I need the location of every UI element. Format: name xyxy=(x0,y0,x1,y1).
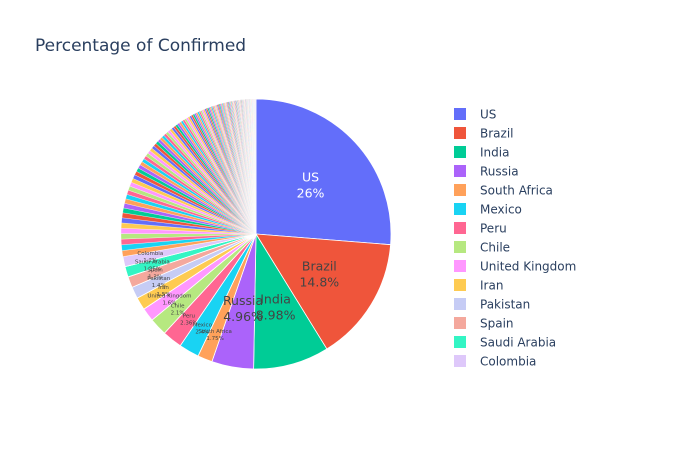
legend-swatch[interactable] xyxy=(454,355,466,367)
pie-slice-brazil[interactable] xyxy=(255,233,392,350)
slice-label-name: Brazil xyxy=(302,259,337,274)
legend-label[interactable]: Mexico xyxy=(480,203,522,217)
legend-swatch[interactable] xyxy=(454,203,466,215)
slice-label-name: Pakistan xyxy=(147,276,171,282)
slice-label-name: Russia xyxy=(223,293,263,308)
slice-label-percent: 8.98% xyxy=(256,308,296,323)
legend-swatch[interactable] xyxy=(454,317,466,329)
legend-label[interactable]: Spain xyxy=(480,317,514,331)
legend-swatch[interactable] xyxy=(454,165,466,177)
legend-swatch[interactable] xyxy=(454,241,466,253)
slice-label-percent: 1.5% xyxy=(157,292,171,298)
legend-swatch[interactable] xyxy=(454,184,466,196)
legend-label[interactable]: Brazil xyxy=(480,127,514,141)
legend-swatch[interactable] xyxy=(454,260,466,272)
slice-label-name: Chile xyxy=(171,303,185,309)
legend-swatch[interactable] xyxy=(454,127,466,139)
legend-swatch[interactable] xyxy=(454,108,466,120)
slice-label-name: Saudi Arabia xyxy=(135,259,170,265)
slice-label-name: United Kingdom xyxy=(147,294,191,300)
slice-label-name: South Africa xyxy=(198,329,231,335)
legend-label[interactable]: Iran xyxy=(480,279,503,293)
legend-label[interactable]: Pakistan xyxy=(480,298,530,312)
legend-label[interactable]: Russia xyxy=(480,165,519,179)
legend-swatch[interactable] xyxy=(454,298,466,310)
chart-title: Percentage of Confirmed xyxy=(35,36,246,56)
slice-label-percent: 14.8% xyxy=(299,275,339,290)
slice-label-percent: 2.1% xyxy=(171,310,185,316)
slice-label-name: Mexico xyxy=(193,323,213,329)
slice-label-name: Peru xyxy=(183,314,195,320)
legend-swatch[interactable] xyxy=(454,222,466,234)
slice-label-percent: 1.3% xyxy=(148,275,162,281)
slice-label-name: India xyxy=(260,292,291,307)
slice-label-name: US xyxy=(302,170,319,185)
legend-swatch[interactable] xyxy=(454,336,466,348)
pie-slices xyxy=(120,98,392,370)
slice-label-percent: 1.25% xyxy=(144,266,161,272)
slice-label-percent: 4.96% xyxy=(223,309,263,324)
legend-label[interactable]: Peru xyxy=(480,222,507,236)
legend-swatch[interactable] xyxy=(454,146,466,158)
slice-label-percent: 2.4% xyxy=(195,330,209,336)
legend-label[interactable]: Chile xyxy=(480,241,510,255)
slice-label-percent: 1.2% xyxy=(143,258,157,264)
legend-label[interactable]: United Kingdom xyxy=(480,260,576,274)
slice-label-name: Iran xyxy=(158,285,169,291)
legend: US Brazil India Russia South Africa Mexico Per… xyxy=(454,108,576,369)
legend-label[interactable]: South Africa xyxy=(480,184,553,198)
legend-label[interactable]: Saudi Arabia xyxy=(480,336,556,350)
slice-label-percent: 1.4% xyxy=(152,283,166,289)
slice-label-percent: 1.6% xyxy=(162,301,176,307)
legend-swatch[interactable] xyxy=(454,279,466,291)
slice-label-percent: 26% xyxy=(297,186,325,201)
legend-label[interactable]: US xyxy=(480,108,496,122)
legend-label[interactable]: Colombia xyxy=(480,355,536,369)
slice-label-name: Spain xyxy=(147,268,163,274)
pie-slice-us[interactable] xyxy=(255,98,392,246)
slice-label-name: Colombia xyxy=(137,251,163,257)
slice-label-percent: 1.75% xyxy=(206,336,223,342)
slice-label-percent: 2.36% xyxy=(180,321,197,327)
legend-label[interactable]: India xyxy=(480,146,509,160)
